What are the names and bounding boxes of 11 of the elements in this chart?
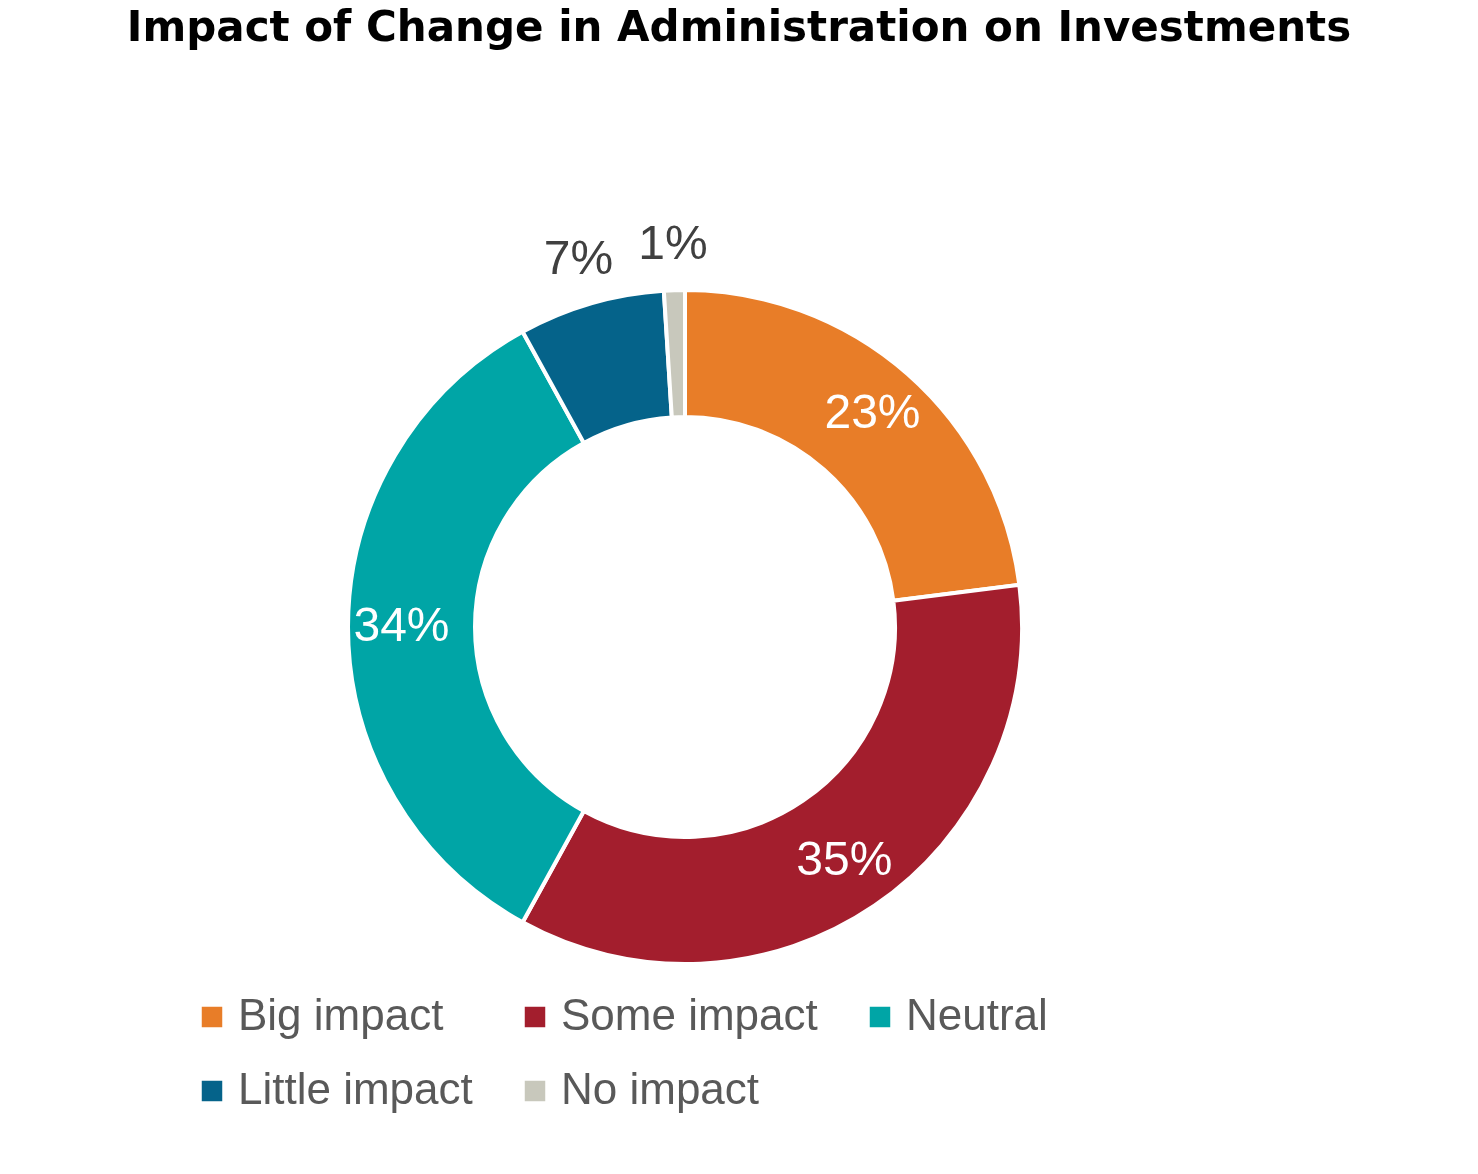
legend-label: Neutral xyxy=(906,990,1048,1039)
legend-label: No impact xyxy=(561,1064,760,1113)
data-label: 23% xyxy=(824,385,921,439)
data-label: 7% xyxy=(543,231,614,285)
data-label: 34% xyxy=(353,598,450,651)
legend-label: Big impact xyxy=(238,990,444,1039)
data-label: 1% xyxy=(638,216,708,270)
data-label: 35% xyxy=(796,832,893,886)
chart-title: Impact of Change in Administration on Investments xyxy=(126,2,1352,51)
legend-label: Little impact xyxy=(238,1064,473,1113)
legend-label: Some impact xyxy=(561,990,818,1039)
